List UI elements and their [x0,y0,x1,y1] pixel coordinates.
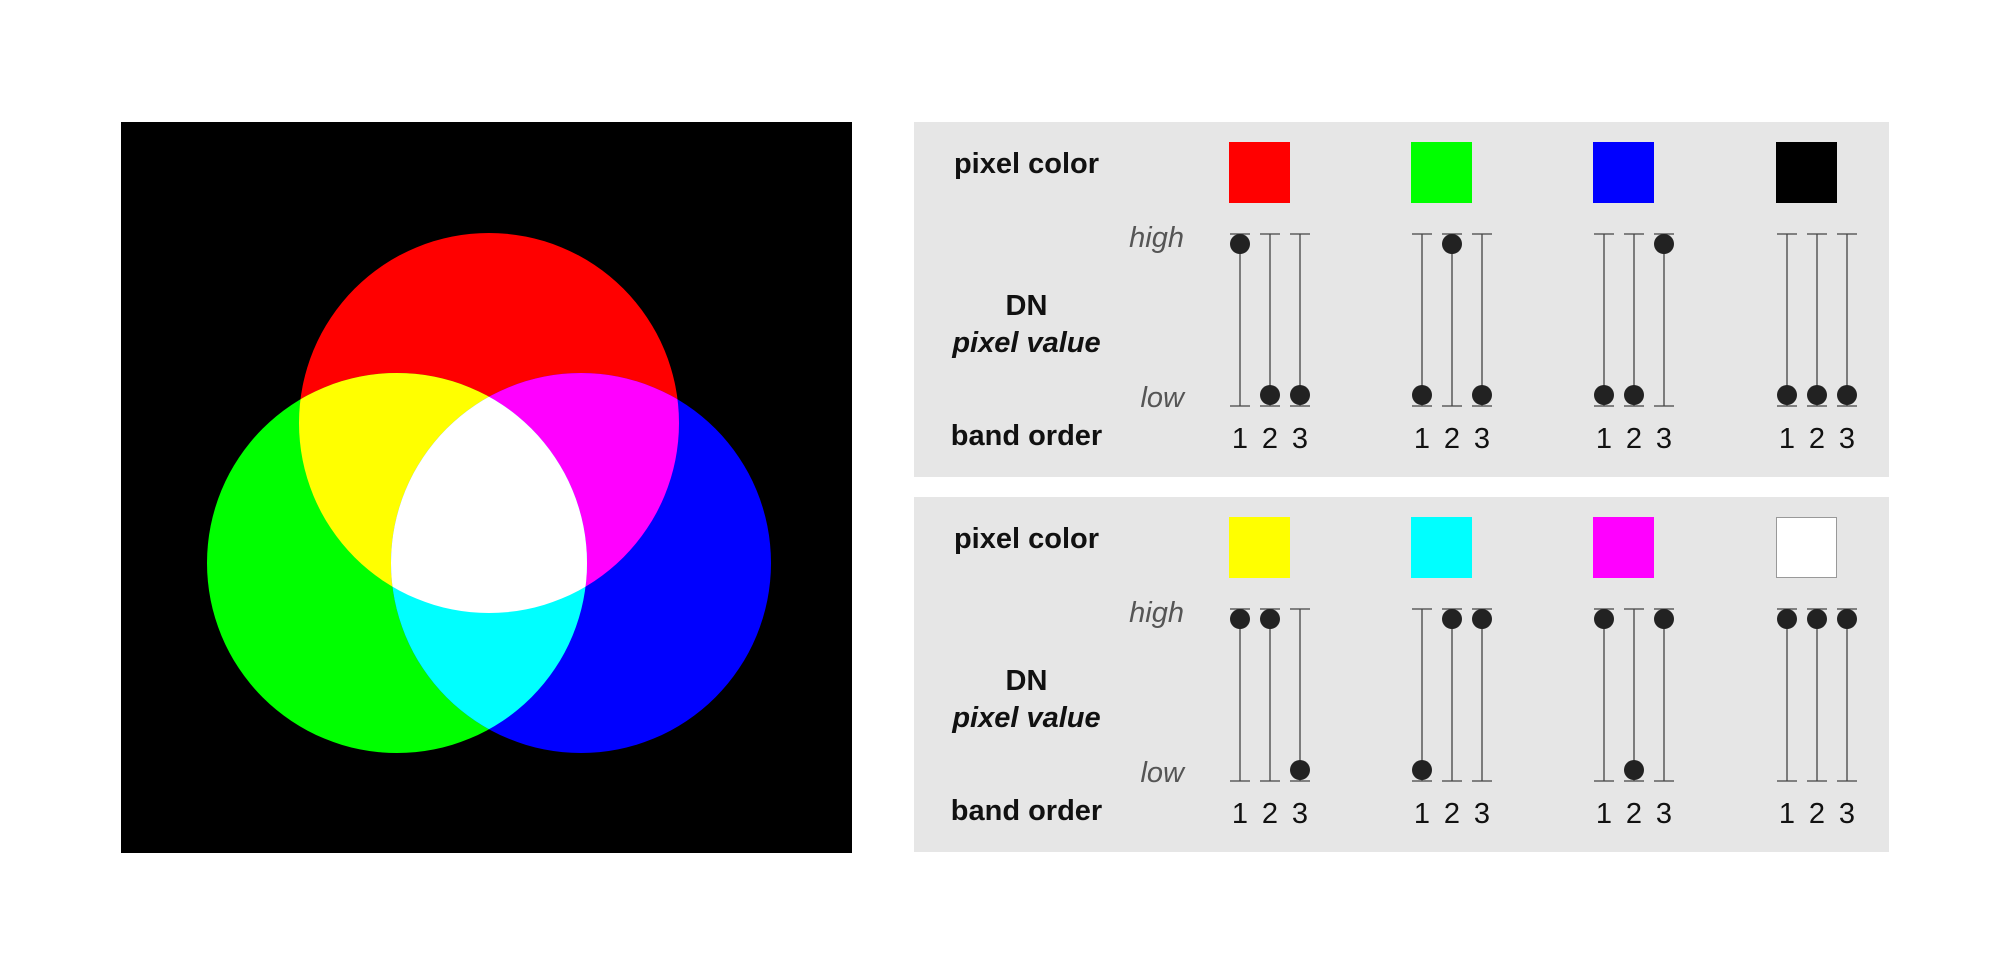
band-bars [1777,233,1857,407]
band-number: 3 [1838,423,1856,455]
dn-label: DN [1005,665,1048,697]
band-value-dot [1260,385,1280,405]
band-number: 3 [1291,423,1309,455]
band-value-dot [1412,760,1432,780]
band-bars [1777,608,1857,782]
pixel-color-label: pixel color [953,523,1100,555]
band-number: 3 [1655,423,1673,455]
band-number: 2 [1443,798,1461,830]
pixel-color-swatch [1411,142,1472,203]
band-number: 2 [1808,798,1826,830]
band-number: 1 [1778,423,1796,455]
band-order-label: band order [950,795,1103,827]
band-number: 1 [1595,423,1613,455]
band-value-dot [1290,385,1310,405]
band-number: 2 [1261,423,1279,455]
band-value-dot [1624,760,1644,780]
band-number: 2 [1625,798,1643,830]
pixel-color-swatch [1593,142,1654,203]
band-number: 2 [1625,423,1643,455]
pixel-color-swatch [1776,142,1837,203]
white-overlap [391,373,587,613]
band-value-dot [1412,385,1432,405]
band-value-dot [1807,609,1827,629]
band-value-dot [1654,234,1674,254]
pixel-color-label: pixel color [953,148,1100,180]
low-label: low [1140,382,1184,414]
band-value-dot [1472,609,1492,629]
high-label: high [1129,222,1184,254]
pixel-color-swatch [1229,142,1290,203]
band-value-dot [1837,385,1857,405]
band-value-dot [1654,609,1674,629]
band-bars [1594,233,1674,407]
band-value-dot [1777,385,1797,405]
low-label: low [1140,757,1184,789]
band-bars [1230,608,1310,782]
band-value-dot [1472,385,1492,405]
band-number: 2 [1808,423,1826,455]
pixel-color-swatch [1229,517,1290,578]
band-bars [1412,233,1492,407]
band-number: 1 [1595,798,1613,830]
band-number: 3 [1838,798,1856,830]
band-value-dot [1290,760,1310,780]
band-value-dot [1260,609,1280,629]
pixel-color-swatch [1411,517,1472,578]
dn-label: DN [1005,290,1048,322]
band-number: 1 [1413,798,1431,830]
band-value-dot [1624,385,1644,405]
band-number: 2 [1443,423,1461,455]
band-number: 3 [1291,798,1309,830]
pixel-color-swatch [1776,517,1837,578]
additive-primaries-panel: pixel color DN pixel value band order hi… [914,122,1889,477]
band-number: 3 [1473,423,1491,455]
band-value-dot [1807,385,1827,405]
band-number: 1 [1231,423,1249,455]
band-value-dot [1594,385,1614,405]
band-value-dot [1777,609,1797,629]
band-bars [1412,608,1492,782]
pixel-value-label: pixel value [952,702,1101,734]
band-value-dot [1230,234,1250,254]
band-bars [1594,608,1674,782]
band-value-dot [1594,609,1614,629]
band-number: 1 [1778,798,1796,830]
additive-secondaries-panel: pixel color DN pixel value band order hi… [914,497,1889,852]
band-value-dot [1442,234,1462,254]
band-number: 3 [1473,798,1491,830]
band-number: 1 [1231,798,1249,830]
band-number: 1 [1413,423,1431,455]
band-value-dot [1442,609,1462,629]
band-bars [1230,233,1310,407]
band-order-label: band order [950,420,1103,452]
band-number: 2 [1261,798,1279,830]
band-value-dot [1837,609,1857,629]
pixel-color-swatch [1593,517,1654,578]
pixel-value-label: pixel value [952,327,1101,359]
high-label: high [1129,597,1184,629]
band-value-dot [1230,609,1250,629]
rgb-venn-diagram [121,122,852,853]
band-number: 3 [1655,798,1673,830]
